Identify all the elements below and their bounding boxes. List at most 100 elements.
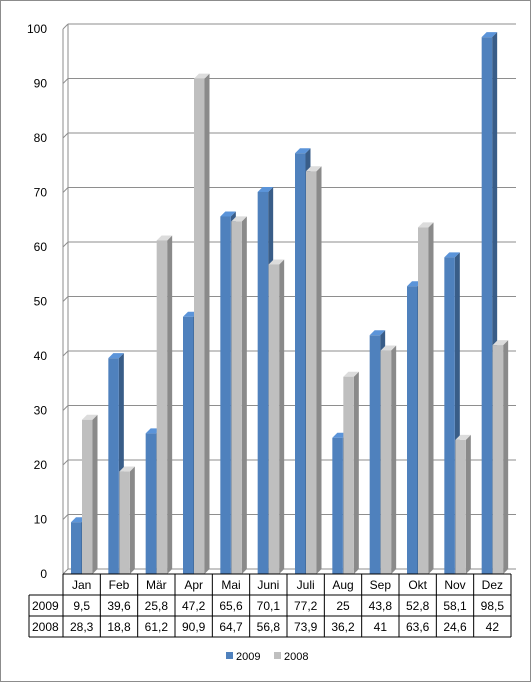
- bar-side-2008: [465, 434, 471, 574]
- gridline-depth: [62, 187, 69, 193]
- y-tick-label: 90: [34, 77, 48, 91]
- x-category-label: Nov: [444, 578, 465, 592]
- bar-side-2008: [316, 166, 322, 574]
- data-label-2009: 98,5: [481, 599, 505, 613]
- x-category-label: Okt: [408, 578, 427, 592]
- data-label-2009: 58,1: [443, 599, 467, 613]
- bar-side-2008: [353, 371, 359, 574]
- bar-2008: [194, 78, 205, 574]
- bar-2009: [220, 216, 231, 575]
- bar-top-2009: [369, 330, 386, 336]
- y-tick-label: 0: [40, 567, 47, 581]
- bar-top-2008: [343, 371, 359, 377]
- gridline-depth: [62, 241, 69, 248]
- data-label-2008: 64,7: [219, 620, 243, 634]
- bar-2009: [145, 433, 157, 574]
- gridline-depth: [62, 568, 69, 575]
- x-category-label: Mai: [221, 578, 240, 592]
- y-tick-label: 80: [34, 131, 48, 145]
- data-label-2008: 61,2: [145, 620, 169, 634]
- bar-2008: [418, 227, 429, 574]
- bar-top-2008: [156, 235, 173, 241]
- gridline-depth: [62, 23, 69, 30]
- y-tick-label: 40: [34, 349, 48, 363]
- data-label-2009: 47,2: [182, 599, 206, 613]
- bar-top-2008: [194, 73, 210, 79]
- data-label-2008: 73,9: [294, 620, 318, 634]
- y-tick-label: 70: [34, 186, 48, 200]
- data-label-2009: 25,8: [145, 599, 169, 613]
- bar-2008: [156, 240, 168, 574]
- bar-2008: [380, 350, 392, 574]
- bar-side-2008: [92, 414, 98, 574]
- bar-2008: [492, 345, 504, 574]
- bar-top-2008: [306, 166, 322, 172]
- bar-2009: [369, 335, 381, 574]
- bar-side-2008: [167, 235, 173, 574]
- data-label-2009: 70,1: [257, 599, 281, 613]
- y-tick-label: 30: [34, 404, 48, 418]
- bar-2008: [82, 419, 93, 574]
- bar-2008: [455, 439, 466, 574]
- x-category-label: Mär: [146, 578, 167, 592]
- y-tick-label: 100: [27, 22, 47, 36]
- data-label-2008: 42: [486, 620, 500, 634]
- y-tick-label: 20: [34, 458, 48, 472]
- gridline-depth: [62, 132, 69, 139]
- x-category-label: Jan: [72, 578, 91, 592]
- bar-2009: [332, 437, 343, 574]
- data-label-2009: 9,5: [73, 599, 90, 613]
- bar-2008: [343, 376, 354, 574]
- gridline-depth: [62, 405, 69, 411]
- data-label-2009: 77,2: [294, 599, 318, 613]
- data-label-2009: 65,6: [219, 599, 243, 613]
- bar-top-2008: [380, 345, 397, 351]
- bar-side-2008: [129, 466, 135, 574]
- data-label-2008: 36,2: [331, 620, 355, 634]
- bar-2009: [444, 257, 455, 574]
- bar-2009: [108, 358, 119, 574]
- data-label-2008: 18,8: [107, 620, 131, 634]
- bar-top-2009: [481, 32, 498, 38]
- y-tick-label: 10: [34, 513, 48, 527]
- bar-2008: [306, 171, 317, 574]
- data-label-2009: 25: [336, 599, 350, 613]
- data-label-2008: 24,6: [443, 620, 467, 634]
- bar-top-2008: [119, 466, 135, 472]
- bar-side-2008: [428, 222, 434, 574]
- bar-top-2008: [455, 434, 471, 440]
- bar-2009: [183, 316, 194, 574]
- bar-2008: [268, 264, 280, 574]
- legend-swatch-2009: [226, 652, 233, 659]
- gridline-depth: [62, 78, 69, 84]
- data-label-2009: 39,6: [107, 599, 131, 613]
- gridline-depth: [62, 296, 69, 302]
- x-category-label: Apr: [184, 578, 203, 592]
- x-category-label: Juli: [297, 578, 315, 592]
- bar-top-2008: [418, 222, 434, 228]
- gridline-depth: [62, 514, 69, 520]
- x-category-label: Aug: [332, 578, 353, 592]
- legend-label-2009: 2009: [236, 651, 260, 663]
- data-label-2009: 43,8: [369, 599, 393, 613]
- data-label-2009: 52,8: [406, 599, 430, 613]
- data-label-2008: 90,9: [182, 620, 206, 634]
- bar-top-2009: [257, 186, 274, 192]
- bar-top-2008: [492, 340, 509, 346]
- legend-swatch-2008: [274, 652, 281, 659]
- bar-side-2008: [279, 259, 285, 574]
- bar-2009: [257, 191, 269, 574]
- bar-2009: [481, 37, 493, 575]
- bar-top-2008: [268, 259, 285, 265]
- bar-2009: [407, 286, 418, 574]
- x-category-label: Juni: [257, 578, 279, 592]
- bar-top-2008: [82, 414, 98, 420]
- gridline-depth: [62, 459, 69, 466]
- x-category-label: Feb: [109, 578, 130, 592]
- bar-side-2008: [503, 340, 509, 574]
- legend-label-2008: 2008: [284, 651, 308, 663]
- bar-top-2009: [295, 148, 311, 154]
- bar-2009: [71, 522, 82, 574]
